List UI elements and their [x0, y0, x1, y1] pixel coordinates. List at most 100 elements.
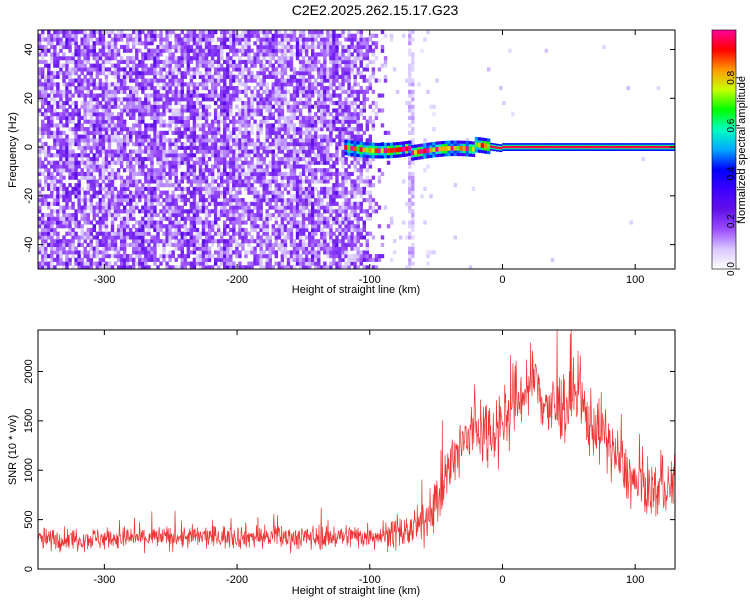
- heatmap-cell: [159, 112, 163, 117]
- heatmap-cell: [204, 82, 209, 87]
- heatmap-cell: [77, 235, 81, 240]
- heatmap-cell: [244, 127, 248, 132]
- heatmap-cell: [147, 183, 151, 188]
- heatmap-cell: [159, 179, 163, 184]
- heatmap-cell: [220, 134, 224, 139]
- heatmap-cell: [268, 97, 272, 102]
- heatmap-cell: [65, 212, 69, 218]
- heatmap-cell: [59, 37, 63, 42]
- heatmap-cell: [195, 145, 200, 150]
- heatmap-cell: [119, 78, 124, 83]
- heatmap-cell: [216, 231, 221, 236]
- heatmap-cell: [341, 149, 345, 154]
- heatmap-cells: [38, 30, 675, 269]
- heatmap-cell: [289, 48, 294, 53]
- heatmap-cell: [238, 142, 242, 147]
- heatmap-cell: [213, 108, 218, 113]
- heatmap-cell: [150, 216, 154, 221]
- heatmap-cell: [235, 205, 239, 210]
- heatmap-cell: [207, 212, 212, 218]
- heatmap-cell: [216, 224, 221, 229]
- heatmap-cell: [168, 231, 172, 236]
- heatmap-cell: [50, 59, 54, 65]
- heatmap-cell: [62, 265, 66, 269]
- heatmap-cell: [101, 265, 106, 269]
- heatmap-cell: [159, 142, 163, 147]
- heatmap-cell: [168, 168, 172, 173]
- heatmap-cell: [144, 52, 148, 57]
- heatmap-cell: [241, 171, 245, 177]
- heatmap-cell: [68, 142, 72, 147]
- heatmap-cell: [83, 175, 87, 180]
- heatmap-cell: [144, 33, 148, 38]
- heatmap-cell: [344, 209, 348, 214]
- heatmap-cell: [229, 119, 233, 124]
- heatmap-cell: [98, 82, 103, 87]
- heatmap-cell: [216, 257, 221, 262]
- heatmap-cell: [280, 142, 285, 147]
- heatmap-cell: [135, 30, 139, 35]
- heatmap-cell: [226, 209, 230, 214]
- heatmap-cell: [304, 41, 309, 46]
- heatmap-cell: [177, 59, 181, 65]
- heatmap-cell: [147, 190, 151, 195]
- heatmap-cell: [283, 156, 288, 162]
- heatmap-cell: [244, 145, 248, 150]
- heatmap-cell: [335, 220, 339, 225]
- heatmap-cell: [62, 123, 66, 128]
- heatmap-cell: [262, 97, 266, 102]
- heatmap-cell: [341, 82, 345, 87]
- heatmap-cell: [53, 227, 57, 233]
- heatmap-cell: [280, 227, 285, 233]
- heatmap-cell: [335, 179, 339, 184]
- heatmap-cell: [289, 179, 294, 184]
- heatmap-cell: [298, 123, 303, 128]
- heatmap-cell: [298, 261, 303, 266]
- heatmap-cell: [71, 33, 75, 38]
- heatmap-cell: [68, 216, 72, 221]
- heatmap-cell: [274, 168, 279, 173]
- heatmap-cell: [265, 115, 269, 121]
- heatmap-cell: [171, 93, 175, 98]
- heatmap-cell: [320, 201, 324, 206]
- heatmap-cell: [110, 220, 115, 225]
- heatmap-cell: [235, 97, 239, 102]
- heatmap-cell: [135, 86, 139, 91]
- heatmap-cell: [165, 242, 169, 247]
- heatmap-cell: [168, 59, 172, 65]
- heatmap-cell: [280, 71, 285, 76]
- heatmap-cell: [244, 134, 248, 139]
- heatmap-cell: [132, 78, 136, 83]
- heatmap-cell: [138, 86, 142, 91]
- heatmap-cell: [107, 205, 112, 210]
- heatmap-cell: [62, 209, 66, 214]
- heatmap-cell: [307, 201, 312, 206]
- heatmap-cell: [220, 100, 224, 106]
- heatmap-cell: [229, 235, 233, 240]
- heatmap-cell: [189, 130, 194, 135]
- heatmap-cell: [44, 239, 48, 244]
- heatmap-cell: [122, 250, 127, 255]
- heatmap-cell: [271, 179, 275, 184]
- heatmap-cell: [38, 183, 42, 188]
- heatmap-cell: [122, 44, 127, 50]
- heatmap-cell: [171, 142, 175, 147]
- heatmap-cell: [180, 254, 184, 259]
- heatmap-cell: [238, 89, 242, 94]
- heatmap-cell: [135, 186, 139, 191]
- heatmap-cell: [226, 97, 230, 102]
- heatmap-cell: [265, 179, 269, 184]
- heatmap-cell: [335, 160, 339, 165]
- heatmap-cell: [320, 41, 324, 46]
- heatmap-cell: [274, 44, 279, 50]
- heatmap-cell: [168, 265, 172, 269]
- heatmap-cell: [38, 224, 42, 229]
- heatmap-cell: [271, 138, 275, 143]
- heatmap-cell: [341, 179, 345, 184]
- heatmap-cell: [186, 86, 191, 91]
- heatmap-cell: [274, 153, 279, 158]
- heatmap-cell: [229, 78, 233, 83]
- heatmap-cell: [50, 171, 54, 177]
- heatmap-cell: [298, 242, 303, 247]
- heatmap-cell: [229, 33, 233, 38]
